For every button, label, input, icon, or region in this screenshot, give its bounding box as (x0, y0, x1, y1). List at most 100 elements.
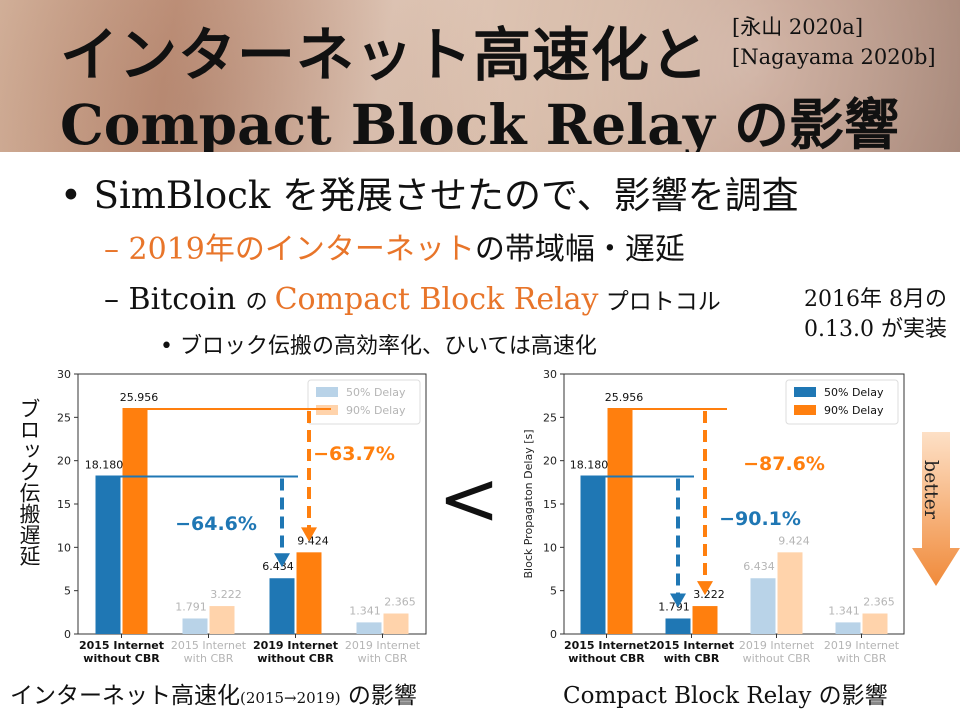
x-category-label: 2019 Internet (253, 639, 338, 652)
protocol-text: プロトコル (598, 289, 721, 315)
arrow-head-90 (697, 581, 713, 596)
bar-value-label: 1.341 (828, 604, 860, 617)
bar-50-delay (95, 476, 121, 634)
bar-50-delay (665, 618, 691, 634)
bar-value-label: 25.956 (605, 391, 644, 404)
y-tick-label: 15 (57, 498, 71, 511)
bar-value-label: 1.791 (175, 600, 207, 613)
bar-50-delay (750, 578, 776, 634)
bar-50-delay (835, 622, 861, 634)
x-category-label: 2019 Internet (345, 639, 421, 652)
chart-cbr-impact: 0 5 10 15 20 25 30 Block Propagaton Delay [s] 18… (522, 368, 905, 665)
right-chart-caption: Compact Block Relay の影響 (563, 676, 888, 710)
x-category-label: 2015 Internet (649, 639, 734, 652)
y-tick-label: 30 (543, 368, 557, 381)
bar-90-delay (383, 613, 409, 634)
bar-value-label: 18.180 (570, 458, 609, 471)
bar-value-label: 9.424 (778, 534, 810, 547)
x-category-label: 2015 Internet (79, 639, 164, 652)
bar-value-label: 2.365 (384, 596, 416, 609)
bar-50-delay (580, 476, 606, 634)
bar-50-delay (269, 578, 295, 634)
x-category-label: 2019 Internet (824, 639, 900, 652)
bullet-level2-cbr: – Bitcoin の Compact Block Relay プロトコル (104, 282, 721, 317)
caption-right-main: Compact Block Relay (563, 683, 812, 709)
annotation-90: −87.6% (743, 453, 825, 475)
x-category-label: 2019 Internet (739, 639, 815, 652)
y-tick-label: 10 (543, 541, 557, 554)
caption-left-years: (2015→2019) (240, 689, 341, 707)
bar-90-delay (607, 409, 633, 634)
annotation-50: −90.1% (719, 508, 801, 530)
version-note-line2: 0.13.0 が実装 (804, 317, 947, 342)
bar-value-label: 2.365 (863, 596, 895, 609)
better-arrow (912, 432, 960, 586)
x-category-label: without CBR (743, 652, 811, 665)
legend-label: 90% Delay (824, 404, 884, 417)
slide-title-line1: インターネット高速化と (60, 21, 710, 89)
bar-50-delay (356, 622, 382, 634)
bar-90-delay (777, 552, 803, 634)
legend-swatch (794, 387, 816, 397)
bar-value-label: 3.222 (210, 588, 242, 601)
y-tick-label: 0 (64, 628, 71, 641)
left-y-axis-label: ブロック伝搬遅延 (17, 398, 41, 566)
bullet-level3: • ブロック伝搬の高効率化、ひいては高速化 (160, 334, 597, 359)
legend-label: 50% Delay (346, 386, 406, 399)
x-category-label: without CBR (257, 652, 334, 665)
bar-value-label: 1.791 (658, 600, 690, 613)
x-category-label: with CBR (664, 652, 720, 665)
y-tick-label: 20 (57, 455, 71, 468)
arrow-head-50 (274, 553, 290, 568)
x-category-label: 2015 Internet (171, 639, 247, 652)
caption-right-suffix: の影響 (811, 683, 888, 709)
x-category-label: with CBR (358, 652, 408, 665)
x-category-label: without CBR (83, 652, 160, 665)
slide-title-line2: Compact Block Relay の影響 (60, 92, 899, 152)
bitcoin-text: Bitcoin (128, 282, 246, 317)
left-chart-caption: インターネット高速化(2015→2019) の影響 (10, 676, 417, 710)
y-tick-label: 25 (543, 411, 557, 424)
version-note-line1: 2016年 8月の (804, 287, 947, 312)
bar-90-delay (862, 613, 888, 634)
legend-swatch (794, 405, 816, 415)
y-tick-label: 5 (550, 585, 557, 598)
y-tick-label: 25 (57, 411, 71, 424)
annotation-90: −63.7% (313, 443, 395, 465)
x-category-label: with CBR (184, 652, 234, 665)
less-than-symbol: < (438, 456, 501, 542)
legend-label: 90% Delay (346, 404, 406, 417)
legend-swatch (316, 387, 338, 397)
annotation-50: −64.6% (175, 513, 257, 535)
bar-value-label: 18.180 (85, 458, 124, 471)
bullet-level2-internet: – 2019年のインターネットの帯域幅・遅延 (104, 232, 685, 267)
bar-value-label: 1.341 (349, 604, 381, 617)
arrow-head-50 (670, 593, 686, 608)
bullet-level1: • SimBlock を発展させたので、影響を調査 (60, 174, 799, 217)
caption-left-main: インターネット高速化 (10, 683, 240, 709)
bar-90-delay (122, 409, 148, 634)
bar-90-delay (209, 606, 235, 634)
version-note: 2016年 8月の 0.13.0 が実装 (804, 285, 947, 345)
y-tick-label: 10 (57, 541, 71, 554)
x-category-label: without CBR (568, 652, 645, 665)
banner-map-texture (0, 0, 960, 152)
bullet-level3-text: ブロック伝搬の高効率化、ひいては高速化 (179, 334, 597, 359)
bar-value-label: 6.434 (743, 560, 775, 573)
bar-50-delay (182, 618, 208, 634)
reference-list: [永山 2020a] [Nagayama 2020b] (732, 12, 936, 72)
bar-value-label: 6.434 (262, 560, 294, 573)
no-particle: の (245, 290, 275, 315)
arrow-head-90 (301, 527, 317, 542)
y-tick-label: 5 (64, 585, 71, 598)
internet-2019-text: 2019年のインターネット (128, 232, 475, 267)
better-label: better (920, 460, 942, 520)
bar-value-label: 25.956 (120, 391, 159, 404)
caption-left-suffix: の影響 (340, 683, 417, 709)
y-tick-label: 30 (57, 368, 71, 381)
y-tick-label: 20 (543, 455, 557, 468)
title-banner: インターネット高速化と Compact Block Relay の影響 [永山 … (0, 0, 960, 152)
reference-2: [Nagayama 2020b] (732, 45, 936, 69)
legend-label: 50% Delay (824, 386, 884, 399)
